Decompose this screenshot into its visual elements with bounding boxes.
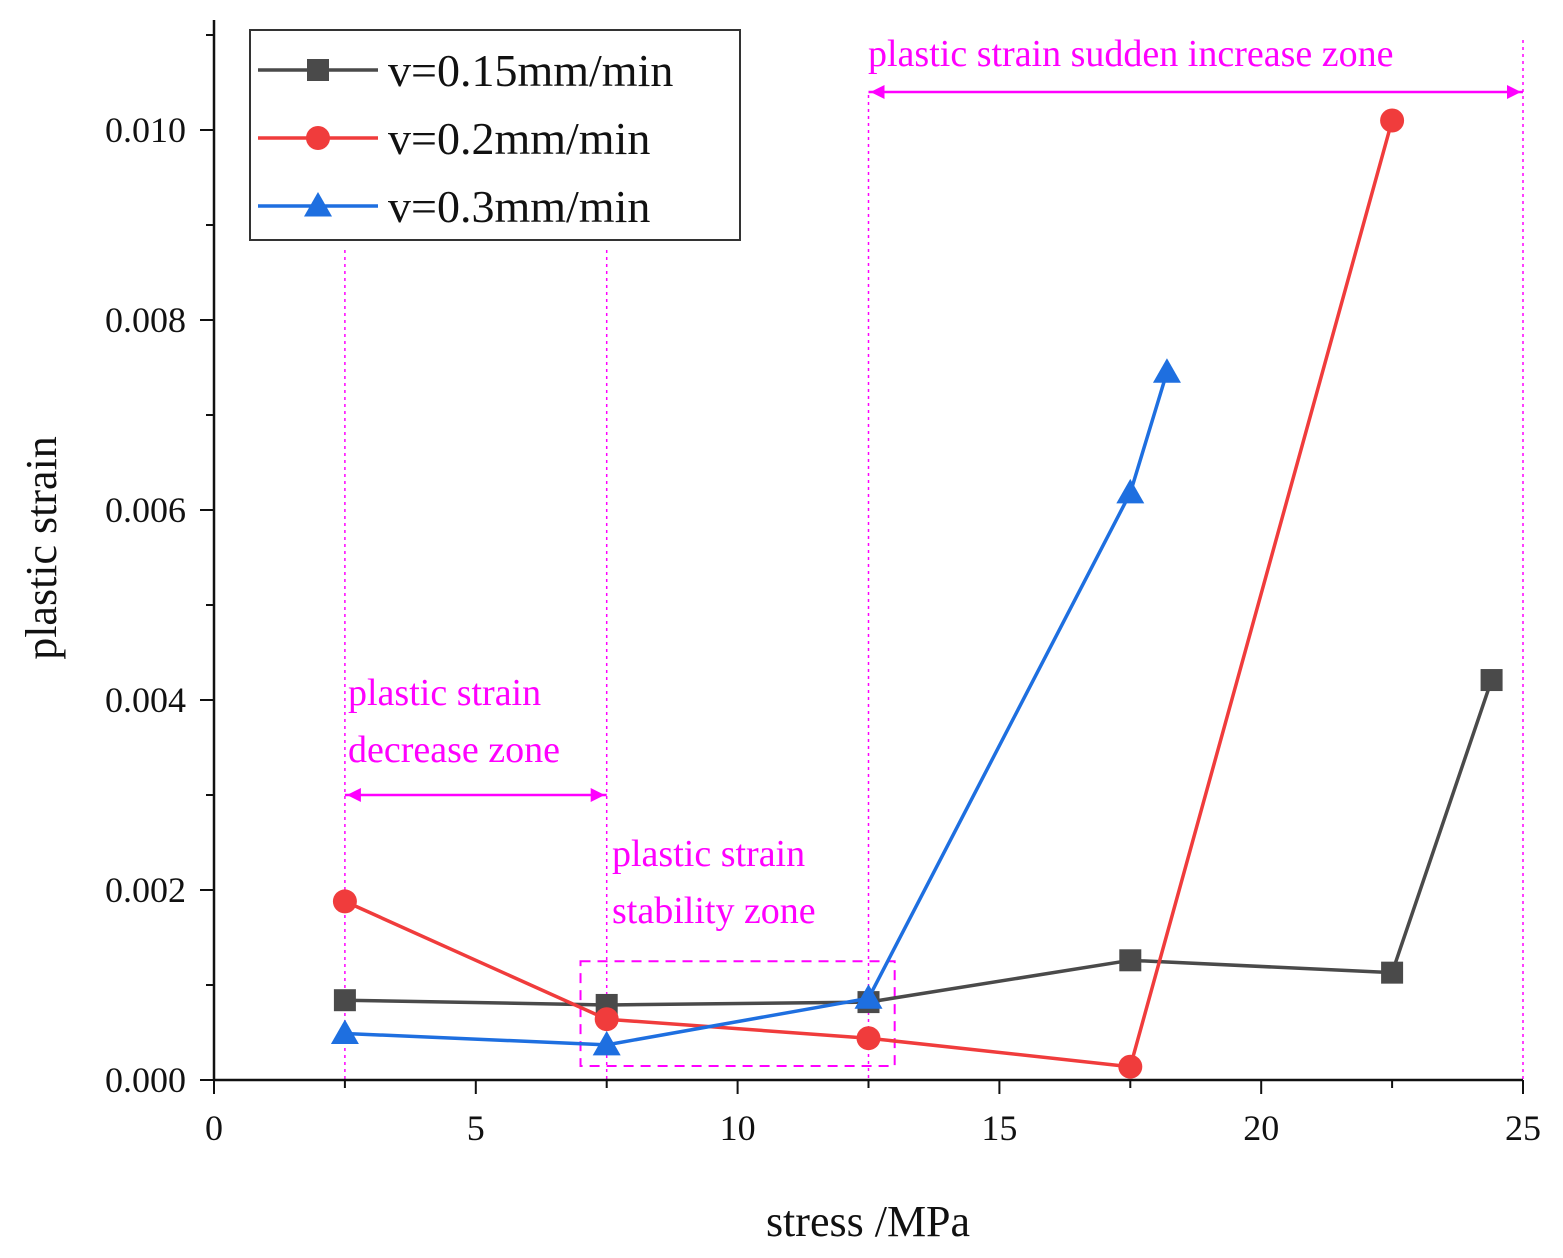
x-axis-title: stress /MPa bbox=[766, 1197, 970, 1246]
legend-entry: v=0.15mm/min bbox=[388, 45, 673, 96]
data-point bbox=[856, 1026, 881, 1051]
data-point bbox=[592, 1030, 621, 1056]
y-tick-label: 0.010 bbox=[105, 110, 186, 150]
data-point bbox=[1381, 961, 1404, 984]
x-tick-label: 15 bbox=[981, 1108, 1017, 1148]
y-tick-label: 0.000 bbox=[105, 1060, 186, 1100]
series-line bbox=[344, 679, 1494, 1007]
legend-entry: v=0.3mm/min bbox=[388, 181, 650, 232]
y-axis-title: plastic strain bbox=[17, 436, 66, 660]
x-tick-label: 25 bbox=[1505, 1108, 1541, 1148]
zone-annotations: plastic strain decrease zone plastic strai… bbox=[344, 33, 1524, 1080]
data-point bbox=[1119, 949, 1142, 972]
sudden-increase-zone-label: plastic strain sudden increase zone bbox=[868, 33, 1393, 75]
legend: v=0.15mm/min v=0.2mm/min v=0.3mm/min bbox=[249, 29, 741, 241]
legend-marker bbox=[307, 59, 329, 81]
data-point bbox=[854, 984, 883, 1009]
stability-zone-box bbox=[579, 960, 896, 1067]
legend-entry: v=0.2mm/min bbox=[388, 113, 650, 164]
data-point bbox=[1380, 108, 1405, 133]
x-tick-label: 0 bbox=[205, 1108, 223, 1148]
x-tick-label: 10 bbox=[720, 1108, 756, 1148]
axes: 0 5 10 15 20 25 0.000 0.002 0.004 0.006 0.008 0.010… bbox=[17, 20, 1541, 1246]
data-point bbox=[333, 989, 356, 1012]
sudden-increase-zone-arrow-left bbox=[870, 85, 885, 99]
sudden-increase-zone-arrow-right bbox=[1507, 85, 1521, 99]
stability-zone-label-line2: stability zone bbox=[612, 890, 816, 932]
decrease-zone-label-line2: decrease zone bbox=[348, 729, 560, 771]
decrease-zone-label-line1: plastic strain bbox=[348, 672, 541, 714]
x-tick-label: 5 bbox=[467, 1108, 485, 1148]
data-point bbox=[594, 1007, 619, 1032]
legend-marker bbox=[306, 126, 330, 150]
series-2 bbox=[330, 358, 1181, 1056]
data-point bbox=[332, 889, 357, 914]
data-point bbox=[1118, 1054, 1143, 1079]
data-point bbox=[1152, 358, 1181, 383]
decrease-zone-arrow-left bbox=[346, 788, 361, 802]
y-tick-label: 0.008 bbox=[105, 300, 186, 340]
y-tick-label: 0.006 bbox=[105, 490, 186, 530]
series-1 bbox=[332, 108, 1405, 1079]
stability-zone-label-line1: plastic strain bbox=[612, 833, 805, 875]
data-point bbox=[1480, 669, 1503, 692]
data-point bbox=[1116, 478, 1145, 504]
data-point bbox=[330, 1019, 359, 1044]
decrease-zone-arrow-right bbox=[590, 788, 605, 802]
y-tick-label: 0.004 bbox=[105, 680, 186, 720]
series-layer bbox=[330, 108, 1503, 1079]
legend-marker bbox=[304, 192, 332, 217]
x-tick-label: 20 bbox=[1243, 1108, 1279, 1148]
y-tick-label: 0.002 bbox=[105, 870, 186, 910]
series-0 bbox=[333, 669, 1503, 1016]
